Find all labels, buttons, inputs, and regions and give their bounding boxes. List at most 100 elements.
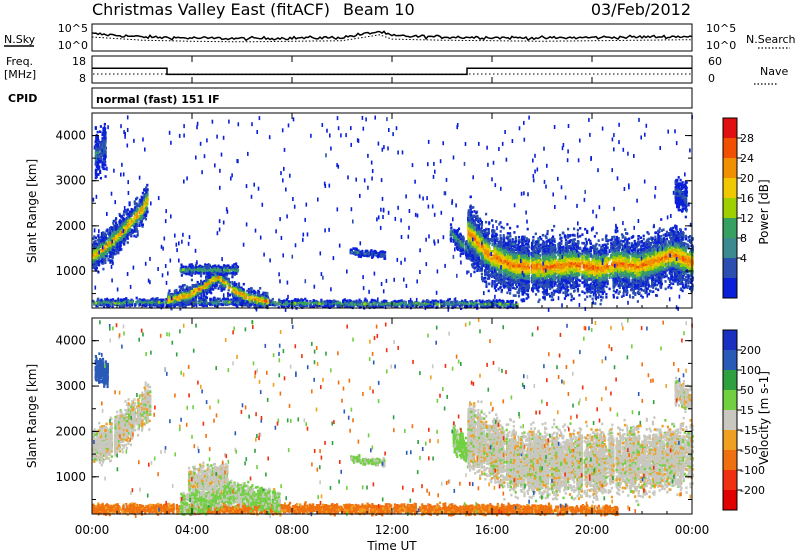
data-point [279, 300, 281, 303]
data-point [368, 303, 370, 306]
data-point [99, 148, 101, 151]
data-point [135, 236, 137, 239]
data-point [102, 167, 104, 170]
data-point [133, 235, 135, 238]
data-point [302, 303, 304, 306]
data-point [100, 299, 102, 302]
data-point [109, 245, 111, 248]
data-point [136, 204, 138, 207]
data-point [97, 235, 99, 238]
data-point [318, 302, 320, 305]
freq-tick-bottom: 8 [79, 72, 86, 85]
cpid-label: CPID [8, 92, 37, 105]
data-point [145, 191, 147, 194]
data-point [276, 303, 278, 306]
data-point [136, 297, 138, 300]
frequency-panel: Freq. [MHz] 18 8 60 0 Nave [4, 55, 788, 85]
data-point [131, 304, 133, 307]
data-point [145, 300, 147, 303]
data-point [359, 301, 361, 304]
data-point [112, 246, 114, 249]
data-point [106, 301, 108, 304]
data-point [480, 304, 482, 307]
data-point [486, 305, 488, 308]
data-point [114, 300, 116, 303]
data-point [401, 299, 403, 302]
data-point [105, 234, 107, 237]
data-point [158, 301, 160, 304]
freq-unit: [MHz] [4, 68, 36, 81]
data-point [103, 162, 105, 165]
data-point [145, 218, 147, 221]
power-scatter [92, 115, 694, 312]
data-point [137, 300, 139, 303]
data-point [359, 304, 361, 307]
data-point [98, 241, 100, 244]
data-point [133, 230, 135, 233]
data-point [337, 302, 339, 305]
data-point [113, 234, 115, 237]
data-point [294, 299, 296, 302]
data-point [107, 304, 109, 307]
data-point [94, 265, 96, 268]
data-point [115, 222, 117, 225]
data-point [123, 234, 125, 237]
data-point [464, 299, 466, 302]
data-point [119, 220, 121, 223]
data-point [99, 171, 101, 174]
data-point [99, 153, 101, 156]
data-point [95, 302, 97, 305]
data-point [123, 210, 125, 213]
data-point [92, 244, 94, 247]
data-point [103, 160, 105, 163]
data-point [119, 242, 121, 245]
data-point [103, 158, 105, 161]
data-point [200, 275, 202, 278]
data-point [104, 123, 106, 126]
data-point [133, 220, 135, 223]
data-point [146, 210, 148, 213]
data-point [139, 303, 141, 306]
data-point [506, 300, 508, 303]
data-point [496, 299, 498, 302]
data-point [145, 305, 147, 308]
data-point [129, 225, 131, 228]
data-point [154, 300, 156, 303]
data-point [97, 131, 99, 134]
data-point [129, 201, 131, 204]
data-point [115, 235, 117, 238]
data-point [243, 283, 245, 286]
data-point [342, 300, 344, 303]
data-point [141, 197, 143, 200]
data-point [122, 302, 124, 305]
cpid-value: normal (fast) 151 IF [96, 93, 220, 106]
data-point [229, 301, 231, 304]
data-point [97, 301, 99, 304]
data-point [136, 207, 138, 210]
data-point [348, 301, 350, 304]
data-point [139, 205, 141, 208]
data-point [455, 301, 457, 304]
data-point [105, 253, 107, 256]
data-point [123, 218, 125, 221]
data-point [129, 229, 131, 232]
data-point [136, 224, 138, 227]
data-point [225, 298, 227, 301]
data-point [226, 302, 228, 305]
figure-title: Christmas Valley East (fitACF) [92, 0, 330, 19]
data-point [110, 303, 112, 306]
data-point [371, 299, 373, 302]
data-point [117, 231, 119, 234]
data-point [337, 304, 339, 307]
data-point [109, 239, 111, 242]
data-point [297, 303, 299, 306]
data-point [209, 303, 211, 306]
data-point [95, 177, 97, 180]
data-point [97, 145, 99, 148]
data-point [214, 305, 216, 308]
data-point [112, 252, 114, 255]
data-point [119, 228, 121, 231]
data-point [330, 301, 332, 304]
data-point [361, 304, 363, 307]
